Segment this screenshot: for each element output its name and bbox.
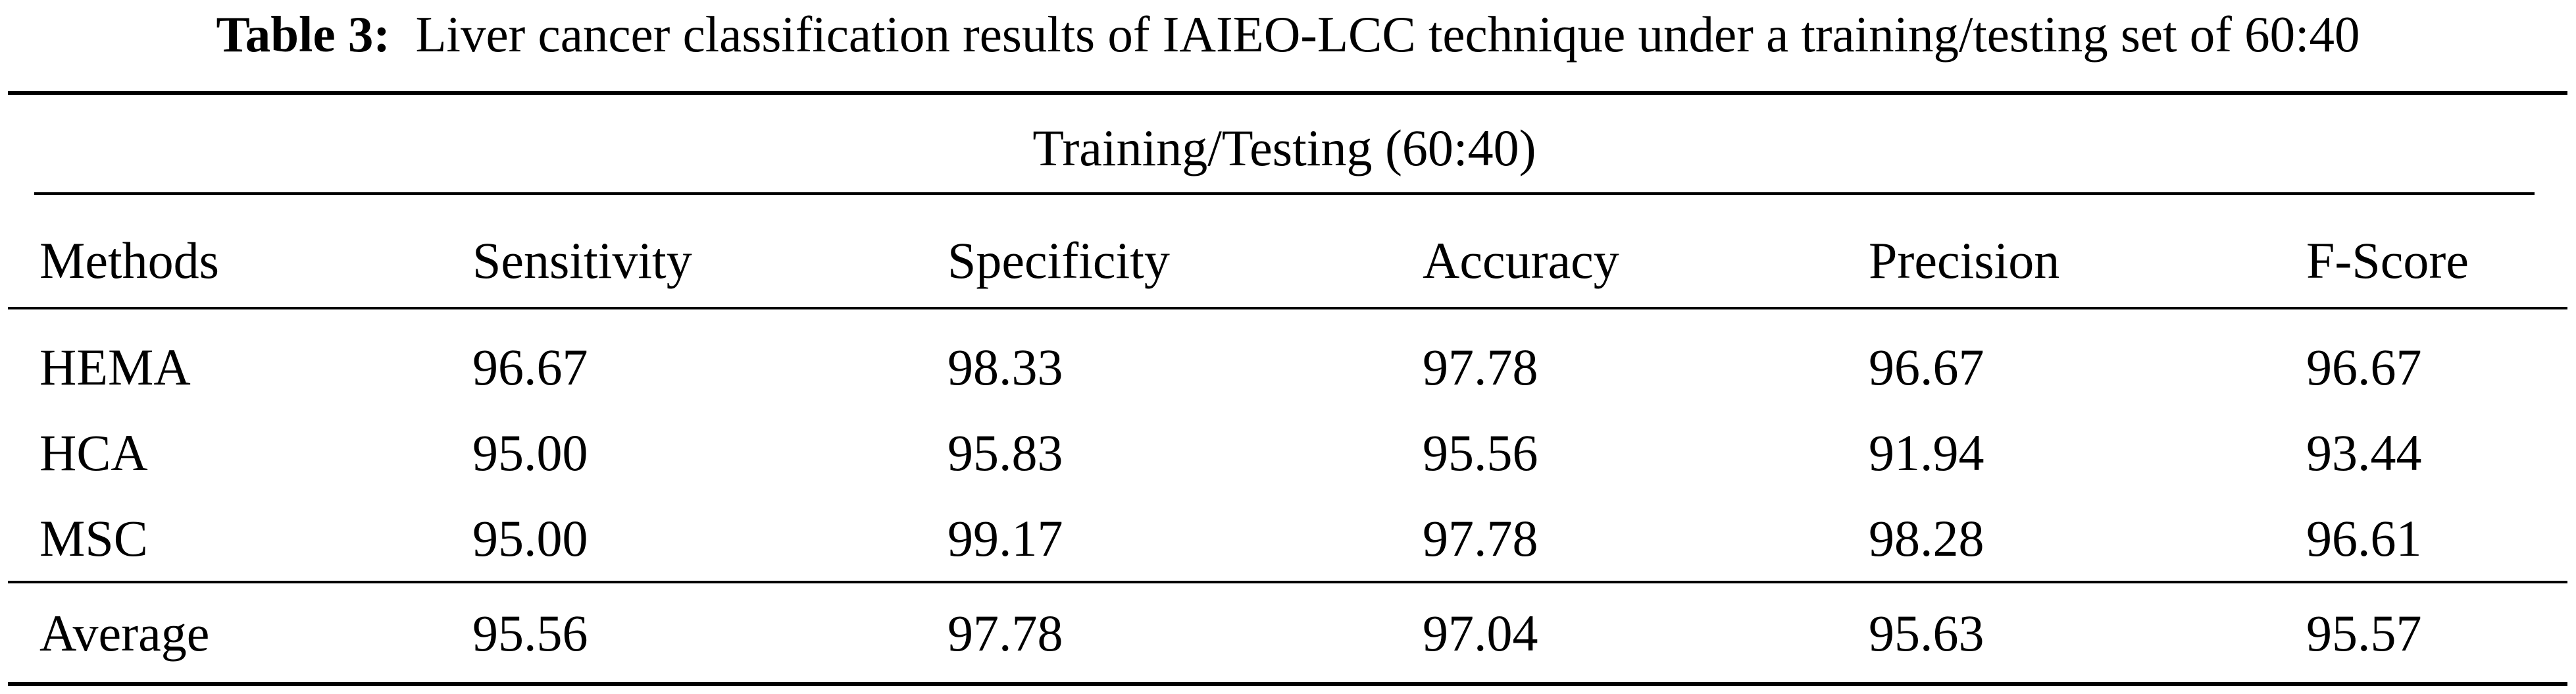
header-bottom-rule bbox=[8, 307, 2567, 309]
row-method: HCA bbox=[39, 424, 148, 481]
group-header: Training/Testing (60:40) bbox=[1032, 119, 1536, 176]
table-cell: 96.67 bbox=[2306, 338, 2422, 396]
column-header: Specificity bbox=[947, 232, 1170, 289]
row-method: HEMA bbox=[39, 338, 191, 396]
group-header-rule bbox=[34, 192, 2535, 195]
table-cell: 97.78 bbox=[1423, 510, 1538, 567]
column-header: Precision bbox=[1869, 232, 2060, 289]
column-header: Methods bbox=[39, 232, 219, 289]
caption-label: Table 3: bbox=[216, 6, 391, 63]
table-bottom-rule bbox=[8, 682, 2567, 686]
table-caption: Table 3: Liver cancer classification res… bbox=[0, 1, 2576, 67]
table-cell: 95.00 bbox=[472, 510, 588, 567]
table-cell: 95.57 bbox=[2306, 604, 2422, 662]
table-cell: 93.44 bbox=[2306, 424, 2422, 481]
table-cell: 96.61 bbox=[2306, 510, 2422, 567]
row-method: Average bbox=[39, 604, 210, 662]
column-header: Sensitivity bbox=[472, 232, 692, 289]
table-cell: 99.17 bbox=[947, 510, 1063, 567]
table-cell: 95.83 bbox=[947, 424, 1063, 481]
table-cell: 97.78 bbox=[1423, 338, 1538, 396]
table-cell: 96.67 bbox=[472, 338, 588, 396]
average-separator-rule bbox=[8, 581, 2567, 583]
table-cell: 95.56 bbox=[1423, 424, 1538, 481]
table-cell: 95.00 bbox=[472, 424, 588, 481]
table-cell: 91.94 bbox=[1869, 424, 1984, 481]
table-top-rule bbox=[8, 91, 2567, 95]
table-cell: 98.28 bbox=[1869, 510, 1984, 567]
table-cell: 97.78 bbox=[947, 604, 1063, 662]
table-cell: 95.56 bbox=[472, 604, 588, 662]
column-header: Accuracy bbox=[1423, 232, 1619, 289]
table-cell: 97.04 bbox=[1423, 604, 1538, 662]
caption-text: Liver cancer classification results of I… bbox=[415, 6, 2360, 63]
table-cell: 96.67 bbox=[1869, 338, 1984, 396]
table-cell: 95.63 bbox=[1869, 604, 1984, 662]
table-cell: 98.33 bbox=[947, 338, 1063, 396]
row-method: MSC bbox=[39, 510, 148, 567]
column-header: F-Score bbox=[2306, 232, 2469, 289]
